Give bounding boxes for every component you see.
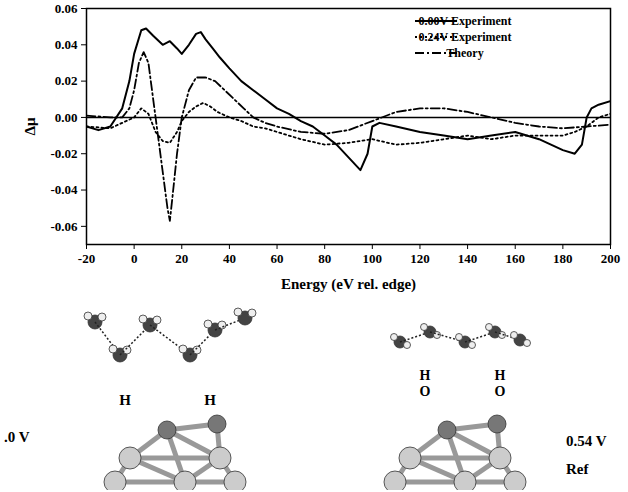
svg-text:0.54 V: 0.54 V <box>566 433 607 449</box>
svg-text:0.00V Experiment: 0.00V Experiment <box>418 14 511 28</box>
svg-text:140: 140 <box>458 251 478 266</box>
svg-text:0: 0 <box>131 251 138 266</box>
svg-text:H: H <box>204 392 216 408</box>
svg-text:.0 V: .0 V <box>4 429 30 445</box>
svg-text:-0.04: -0.04 <box>50 182 78 197</box>
svg-text:0.04: 0.04 <box>55 37 78 52</box>
svg-text:Theory: Theory <box>446 46 483 60</box>
svg-text:80: 80 <box>318 251 331 266</box>
svg-text:O: O <box>495 384 506 399</box>
svg-text:O: O <box>420 384 431 399</box>
svg-text:0.02: 0.02 <box>55 73 78 88</box>
svg-text:0.06: 0.06 <box>55 1 78 16</box>
svg-text:0.24V Experiment: 0.24V Experiment <box>418 30 511 44</box>
svg-text:Energy (eV rel. edge): Energy (eV rel. edge) <box>281 276 416 293</box>
svg-text:-0.02: -0.02 <box>50 146 77 161</box>
svg-text:Ref: Ref <box>566 461 589 477</box>
svg-text:20: 20 <box>175 251 188 266</box>
svg-text:40: 40 <box>223 251 236 266</box>
svg-text:120: 120 <box>410 251 430 266</box>
svg-text:H: H <box>119 392 131 408</box>
svg-text:0.00: 0.00 <box>55 110 78 125</box>
svg-text:H: H <box>420 368 431 383</box>
svg-text:160: 160 <box>505 251 525 266</box>
svg-text:Δμ: Δμ <box>22 117 38 135</box>
svg-text:-20: -20 <box>78 251 95 266</box>
svg-text:60: 60 <box>271 251 284 266</box>
svg-text:180: 180 <box>553 251 573 266</box>
svg-text:H: H <box>495 368 506 383</box>
svg-text:-0.06: -0.06 <box>50 219 78 234</box>
svg-text:200: 200 <box>601 251 621 266</box>
svg-text:100: 100 <box>363 251 383 266</box>
